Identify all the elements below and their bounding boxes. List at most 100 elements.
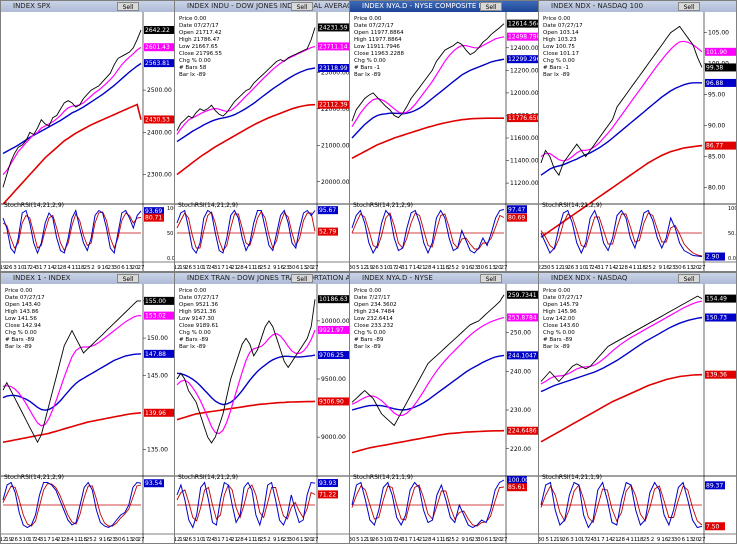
price-label: 10186.63 <box>319 296 348 303</box>
price-label-box <box>507 19 538 28</box>
x-tick-label: 23 <box>669 265 676 271</box>
x-tick-label: 19 <box>556 537 563 543</box>
sell-button[interactable]: Sell <box>678 274 700 283</box>
stoch-value-box <box>705 252 725 261</box>
x-tick-label: 3 <box>13 265 17 271</box>
price-label-box <box>705 370 736 379</box>
x-tick-label: 28 <box>237 265 244 271</box>
x-tick-label: 24 <box>587 537 594 543</box>
x-tick-label: 24 <box>395 537 402 543</box>
info-line: Bar Ix -89 <box>354 344 381 350</box>
chart-title: INDEX NDX - NASDAQ 100 <box>539 1 736 12</box>
x-tick-label: 16 <box>661 537 668 543</box>
info-line: Date 07/27/17 <box>179 23 219 29</box>
y-tick-label: 240.00 <box>510 368 531 375</box>
sell-button[interactable]: Sell <box>678 2 700 11</box>
x-tick-label: 23 <box>283 265 290 271</box>
x-tick-label: 2 <box>455 537 459 543</box>
stoch-value-label: 80.69 <box>508 215 525 222</box>
x-tick-label: 18 <box>254 265 261 271</box>
chart-panel-6[interactable]: INDEX TRAN - DOW JONES TRANSPORTATION AV… <box>174 272 350 544</box>
x-tick-label: 4 <box>70 537 74 543</box>
stoch-signal-line <box>540 484 703 526</box>
x-tick-label: 3 <box>570 537 574 543</box>
x-tick-label: 7 <box>43 265 47 271</box>
stoch-line <box>2 481 142 529</box>
x-tick-label: 13 <box>489 265 496 271</box>
sell-button[interactable]: Sell <box>480 274 502 283</box>
x-tick-label: 20 <box>693 265 700 271</box>
x-tick-label: 2 <box>651 537 655 543</box>
x-tick-label: 19 <box>366 265 373 271</box>
y-tick-label: 11600.00 <box>510 135 539 142</box>
x-tick-label: 5 <box>551 265 555 271</box>
price-label: 259.7341 <box>508 292 537 299</box>
sell-button[interactable]: Sell <box>291 274 313 283</box>
price-label: 155.00 <box>145 298 166 305</box>
chart-title: INDEX NYA.D - NYSE COMPOSITE INDEX <box>350 1 538 12</box>
stoch-tick-label: 100.00 <box>167 206 176 212</box>
x-tick-label: 31 <box>40 537 47 543</box>
x-tick-label: 24 <box>34 537 41 543</box>
stoch-label: StochRSI(14,21,2,9) <box>178 202 238 209</box>
price-label: 224.6486 <box>508 428 537 435</box>
info-line: # Bars 58 <box>179 65 207 71</box>
stoch-tick-label: 0.00 <box>728 256 737 262</box>
x-tick-label: 12 <box>175 537 181 543</box>
sell-button[interactable]: Sell <box>117 274 139 283</box>
y-tick-label: 95.00 <box>708 92 725 99</box>
stoch-signal-line <box>176 484 316 522</box>
info-line: # Bars -89 <box>5 337 35 343</box>
x-tick-label: 18 <box>80 537 87 543</box>
chart-title: INDEX INDU - DOW JONES INDUSTRIAL AVERAG… <box>175 1 349 12</box>
price-label: 147.88 <box>145 351 166 358</box>
sell-button[interactable]: Sell <box>480 2 502 11</box>
price-label: 24231.59 <box>319 24 348 31</box>
chart-panel-7[interactable]: INDEX NYA.D - NYSE Sell 250.00 240.00 230.00… <box>349 272 539 544</box>
sell-button[interactable]: Sell <box>291 2 313 11</box>
x-tick-label: 30 <box>289 265 296 271</box>
chart-panel-1[interactable]: INDEX SPX Sell 2500.00 2400.00 2300.00 2642.2… <box>0 0 176 272</box>
x-tick-label: 18 <box>442 265 449 271</box>
info-line: Chg % 0.00 <box>5 330 37 336</box>
price-label: 253.8784 <box>508 314 537 321</box>
price-label-box <box>507 426 538 435</box>
x-tick-label: 11 <box>74 537 81 543</box>
x-tick-label: 10 <box>384 265 391 271</box>
x-tick-label: 3 <box>575 265 579 271</box>
x-tick-label: 6 <box>121 265 125 271</box>
x-tick-label: 2 <box>653 265 657 271</box>
x-tick-label: 27 <box>501 265 508 271</box>
info-line: Price 0.00 <box>543 288 571 294</box>
x-tick-label: 24 <box>591 265 598 271</box>
price-label: 9706.25 <box>319 352 344 359</box>
info-line: Bar Ix -89 <box>179 344 206 350</box>
x-tick-label: 18 <box>639 265 646 271</box>
x-tick-label: 13 <box>300 537 307 543</box>
chart-panel-2[interactable]: INDEX INDU - DOW JONES INDUSTRIAL AVERAG… <box>174 0 350 272</box>
chart-panel-4[interactable]: INDEX NDX - NASDAQ 100Sell105.00100.0095… <box>538 0 737 272</box>
x-tick-label: 9 <box>461 537 465 543</box>
x-tick-label: 27 <box>699 537 706 543</box>
chart-title: INDEX NYA.D - NYSE <box>350 273 538 284</box>
info-line: Open 234.3602 <box>354 302 397 308</box>
chart-panel-3[interactable]: INDEX NYA.D - NYSE COMPOSITE INDEX Sell 12… <box>349 0 539 272</box>
sell-button[interactable]: Sell <box>117 2 139 11</box>
x-tick-label: 2 <box>93 537 97 543</box>
x-tick-label: 3 <box>193 537 197 543</box>
x-tick-label: 28 <box>621 265 628 271</box>
price-line <box>176 27 316 131</box>
x-tick-label: 6 <box>296 537 300 543</box>
stoch-value-box <box>705 522 725 531</box>
x-tick-label: 14 <box>413 537 420 543</box>
stoch-label: StochRSI(14,21,1,9) <box>353 474 413 481</box>
x-tick-label: 28 <box>60 265 67 271</box>
x-tick-label: 30 <box>115 537 122 543</box>
stoch-tick-label: 100.00 <box>728 206 737 212</box>
chart-panel-8[interactable]: INDEX NDX - NASDAQ Sell Price 0.00 Date 07/… <box>538 272 737 544</box>
info-line: # Bars -89 <box>179 337 209 343</box>
info-line: High 145.96 <box>543 309 577 315</box>
